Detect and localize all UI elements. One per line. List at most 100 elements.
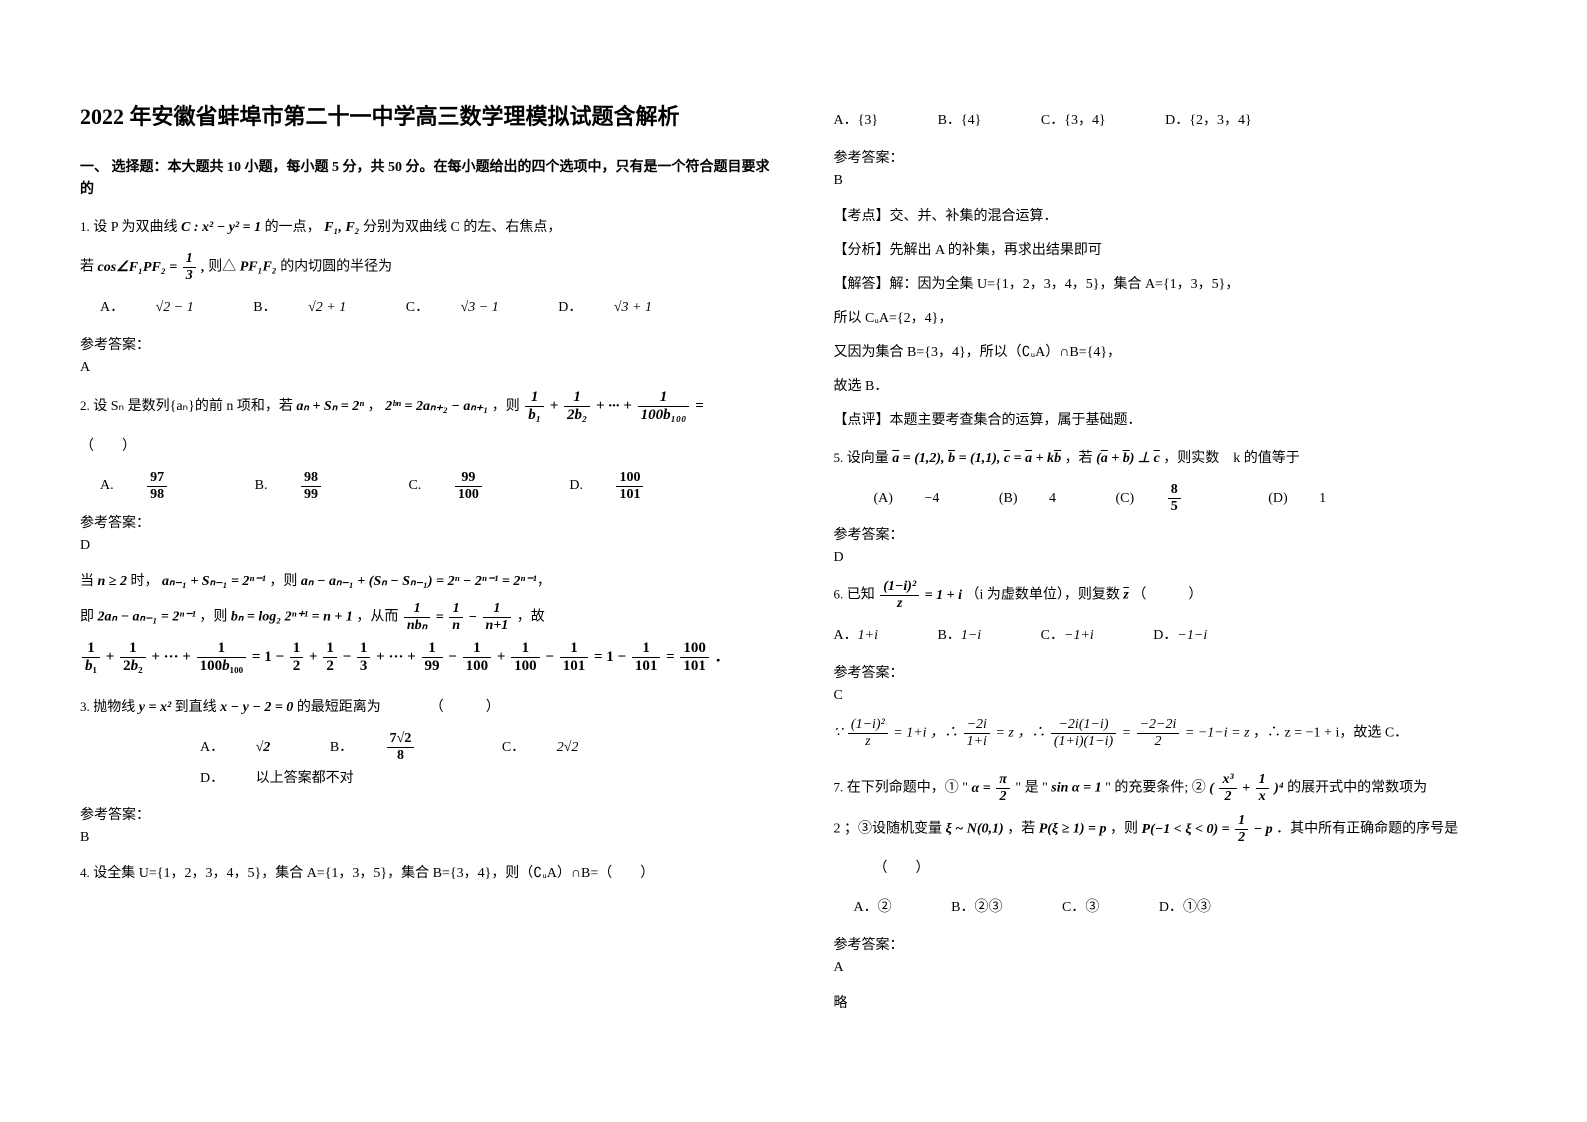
q3-ans-label: 参考答案： bbox=[80, 804, 774, 824]
q6-opt-d: D．−1−i bbox=[1153, 628, 1235, 643]
q4-opt-b: B．{4} bbox=[938, 113, 1010, 128]
q4-num: 4. bbox=[80, 865, 90, 880]
q7-line2-a: 2 ；③设随机变量 bbox=[834, 822, 946, 837]
q4-ans-label: 参考答案： bbox=[834, 147, 1528, 167]
q1-num: 1. bbox=[80, 219, 90, 234]
q3-ans: B bbox=[80, 830, 774, 846]
q7-opt-a: A．② bbox=[854, 900, 920, 915]
q1-ans-label: 参考答案： bbox=[80, 334, 774, 354]
q4-rev: 【点评】本题主要考查集合的运算，属于基础题． bbox=[834, 407, 1528, 435]
q2-opt-d: D. 100101 bbox=[569, 478, 699, 493]
q6-ans: C bbox=[834, 688, 1528, 704]
q4-kpt: 【考点】交、并、补集的混合运算． bbox=[834, 203, 1528, 231]
question-1-line2: 若 cos∠F₁PF₂ = 13 , 则△ PF₁F₂ 的内切圆的半径为 bbox=[80, 252, 774, 283]
q1-text-b: 的一点， bbox=[265, 220, 321, 235]
q4-opt-c: C．{3，4} bbox=[1041, 113, 1134, 128]
q1-formula-1: C : x² − y² = 1 bbox=[181, 220, 261, 235]
q7-ans-label: 参考答案： bbox=[834, 934, 1528, 954]
q2-opt-c: C. 99100 bbox=[408, 478, 537, 493]
q6-work: ∵ (1−i)²z = 1+i ，∴ −2i1+i = z ，∴ −2i(1−i… bbox=[834, 718, 1528, 749]
q1-formula-2: F₁, F₂ bbox=[324, 220, 359, 235]
q7-text-d: 的展开式中的常数项为 bbox=[1287, 781, 1427, 796]
question-5: 5. 设向量 a = (1,2), b = (1,1), c = a + kb … bbox=[834, 445, 1528, 473]
q5-f1: a = (1,2), b = (1,1), c = a + kb bbox=[892, 451, 1061, 466]
q3-opt-d: D． 以上答案都不对 bbox=[200, 771, 382, 786]
q3-text-a: 抛物线 bbox=[93, 700, 139, 715]
q2-ans-label: 参考答案： bbox=[80, 512, 774, 532]
q7-num: 7. bbox=[834, 780, 844, 795]
q4-ans: B bbox=[834, 173, 1528, 189]
q5-num: 5. bbox=[834, 450, 844, 465]
q2-t3: ，则 bbox=[492, 399, 524, 414]
q4-sol4: 故选 B． bbox=[834, 373, 1528, 401]
q3-f1: y = x² bbox=[139, 700, 171, 715]
q5-text-b: ，若 bbox=[1065, 451, 1097, 466]
q7-line2-d: ．其中所有正确命题的序号是 bbox=[1276, 822, 1458, 837]
q2-bigsum: 1b₁ + 12b₂ + ··· + 1100b₁₀₀ = 1 − 12 + 1… bbox=[80, 641, 774, 674]
q4-opt-a: A．{3} bbox=[834, 113, 907, 128]
q3-opt-c: C． 2√2 bbox=[502, 740, 607, 755]
q7-f4: ξ ~ N(0,1) bbox=[946, 822, 1004, 837]
question-7: 7. 在下列命题中，① " α = π2 " 是 " sin α = 1 " 的… bbox=[834, 773, 1528, 804]
doc-title: 2022 年安徽省蚌埠市第二十一中学高三数学理模拟试题含解析 bbox=[80, 100, 774, 133]
question-3: 3. 抛物线 y = x² 到直线 x − y − 2 = 0 的最短距离为 （… bbox=[80, 694, 774, 722]
q3-num: 3. bbox=[80, 699, 90, 714]
q3-f2: x − y − 2 = 0 bbox=[220, 700, 293, 715]
q2-text: 设 Sₙ 是数列{aₙ}的前 n 项和，若 bbox=[93, 399, 296, 414]
q5-ans: D bbox=[834, 550, 1528, 566]
q1-opt-d: D． √3 + 1 bbox=[558, 300, 680, 315]
q6-text-a: 已知 bbox=[847, 588, 879, 603]
q6-opt-c: C．−1+i bbox=[1041, 628, 1122, 643]
q7-paren: （ ） bbox=[874, 855, 1528, 883]
q1-opt-a: A． √2 − 1 bbox=[100, 300, 222, 315]
q6-opt-b: B．1−i bbox=[937, 628, 1009, 643]
q6-options: A．1+i B．1−i C．−1+i D．−1−i bbox=[834, 621, 1528, 652]
q3-text-c: 的最短距离为 （ ） bbox=[297, 700, 500, 715]
q3-opt-a: A． √2 bbox=[200, 740, 298, 755]
q7-binexpr: ( x³2 + 1x )⁴ bbox=[1209, 781, 1283, 796]
q4-sol1: 【解答】解：因为全集 U={1，2，3，4，5}，集合 A={1，3，5}， bbox=[834, 271, 1528, 299]
q1-opt-b: B． √2 + 1 bbox=[253, 300, 374, 315]
q7-ans: A bbox=[834, 960, 1528, 976]
q5-f2: (a + b) ⊥ c bbox=[1096, 451, 1160, 466]
q5-opt-c: (C) 85 bbox=[1116, 491, 1237, 506]
q5-ans-label: 参考答案： bbox=[834, 524, 1528, 544]
q6-text-b: （i 为虚数单位），则复数 bbox=[966, 588, 1124, 603]
q1-line2-b: 则△ bbox=[208, 260, 240, 275]
q2-paren: （ ） bbox=[80, 433, 774, 461]
q7-text-b: " 是 " bbox=[1015, 781, 1047, 796]
q5-opt-b: (B) 4 bbox=[999, 491, 1084, 506]
q2-opt-b: B. 9899 bbox=[255, 478, 377, 493]
q5-text-a: 设向量 bbox=[847, 451, 893, 466]
q7-prob: P(−1 < ξ < 0) = 12 − p bbox=[1142, 822, 1273, 837]
q7-opt-c: C．③ bbox=[1062, 900, 1127, 915]
q7-opt-b: B．②③ bbox=[951, 900, 1030, 915]
q5-opt-d: (D) 1 bbox=[1268, 491, 1354, 506]
q2-work1: 当 n ≥ 2 时， aₙ₋₁ + Sₙ₋₁ = 2ⁿ⁻¹ ，则 aₙ − aₙ… bbox=[80, 568, 774, 596]
q4-opt-d: D．{2，3，4} bbox=[1165, 113, 1280, 128]
right-column: A．{3} B．{4} C．{3，4} D．{2，3，4} 参考答案： B 【考… bbox=[834, 100, 1528, 1024]
q7-line2-b: ，若 bbox=[1007, 822, 1039, 837]
q7-line2-c: ，则 bbox=[1110, 822, 1142, 837]
q7-opt-d: D．①③ bbox=[1159, 900, 1239, 915]
question-6: 6. 已知 (1−i)²z = 1 + i （i 为虚数单位），则复数 z （ … bbox=[834, 580, 1528, 611]
q7-alpha: α = π2 bbox=[971, 781, 1011, 796]
q7-f5: P(ξ ≥ 1) = p bbox=[1039, 822, 1107, 837]
q1-ans: A bbox=[80, 360, 774, 376]
q6-text-c: （ ） bbox=[1132, 588, 1202, 603]
q1-opt-c: C． √3 − 1 bbox=[406, 300, 527, 315]
question-4: 4. 设全集 U={1，2，3，4，5}，集合 A={1，3，5}，集合 B={… bbox=[80, 860, 774, 888]
q2-t2: ， bbox=[368, 399, 382, 414]
q2-sum: 1b₁ + 12b₂ + ··· + 1100b₁₀₀ = bbox=[523, 398, 703, 414]
q7-text-c: " 的充要条件; ② bbox=[1105, 781, 1209, 796]
q2-opt-a: A. 9798 bbox=[100, 478, 223, 493]
q3-text-b: 到直线 bbox=[175, 700, 221, 715]
question-2: 2. 设 Sₙ 是数列{aₙ}的前 n 项和，若 aₙ + Sₙ = 2ⁿ ， … bbox=[80, 390, 774, 423]
page: 2022 年安徽省蚌埠市第二十一中学高三数学理模拟试题含解析 一、 选择题：本大… bbox=[0, 0, 1587, 1064]
q7-f2: sin α = 1 bbox=[1051, 781, 1101, 796]
q5-text-c: ，则实数 k 的值等于 bbox=[1163, 451, 1300, 466]
q4-sol3: 又因为集合 B={3，4}，所以（∁ᵤA）∩B={4}， bbox=[834, 339, 1528, 367]
q6-num: 6. bbox=[834, 587, 844, 602]
q1-text-a: 设 P 为双曲线 bbox=[93, 220, 181, 235]
q1-cos: cos∠F₁PF₂ = 13 , bbox=[98, 260, 205, 275]
